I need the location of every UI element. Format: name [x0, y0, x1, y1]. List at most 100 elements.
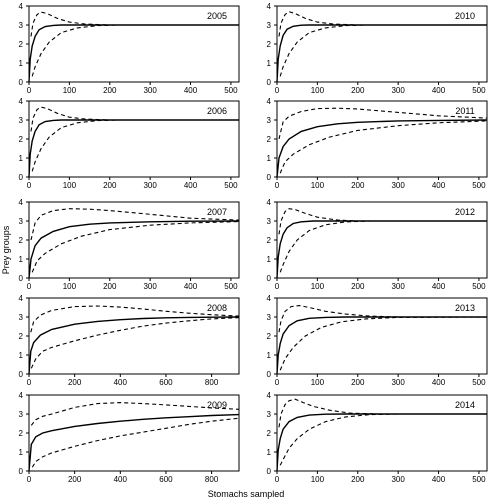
x-tick-label: 0 [275, 282, 280, 291]
y-tick-label: 0 [19, 467, 24, 476]
mean-line [276, 24, 487, 83]
lower-bound-line [31, 417, 240, 468]
y-tick-label: 4 [267, 97, 272, 106]
y-tick-label: 2 [19, 332, 24, 341]
panel-2013: 0 1 2 3 4 0 100 200 300 400 500 2013 [267, 294, 488, 387]
x-tick-label: 300 [143, 86, 157, 95]
x-tick-label: 500 [472, 378, 486, 387]
x-tick-label: 400 [432, 378, 446, 387]
x-tick-label: 400 [114, 378, 128, 387]
x-tick-label: 100 [63, 86, 77, 95]
mean-line [28, 413, 240, 472]
x-tick-label: 300 [391, 181, 405, 190]
y-tick-label: 2 [19, 135, 24, 144]
lower-bound-line [30, 317, 240, 369]
mean-line [276, 119, 488, 178]
y-tick-label: 2 [267, 135, 272, 144]
panel-year-label: 2011 [455, 106, 474, 116]
x-tick-label: 500 [224, 181, 238, 190]
x-tick-label: 500 [472, 282, 486, 291]
panel-year-label: 2010 [455, 11, 475, 21]
y-tick-label: 4 [19, 2, 24, 11]
y-tick-label: 4 [267, 391, 272, 400]
mean-line [28, 24, 239, 83]
y-axis-title: Prey groups [1, 225, 11, 274]
x-tick-label: 0 [27, 181, 32, 190]
x-tick-label: 300 [143, 181, 157, 190]
y-tick-label: 4 [19, 294, 24, 303]
y-tick-label: 4 [267, 198, 272, 207]
panel-2010: 0 1 2 3 4 0 100 200 300 400 500 2010 [267, 2, 488, 95]
y-tick-label: 1 [267, 448, 272, 457]
x-tick-label: 600 [159, 475, 173, 484]
y-tick-label: 4 [19, 97, 24, 106]
x-tick-label: 400 [432, 181, 446, 190]
lower-bound-line [279, 24, 487, 77]
x-tick-label: 100 [63, 181, 77, 190]
y-tick-label: 2 [267, 429, 272, 438]
y-tick-label: 3 [267, 21, 272, 30]
x-tick-label: 0 [275, 378, 280, 387]
panel-year-label: 2005 [207, 11, 227, 21]
mean-line [276, 220, 487, 279]
panel-year-label: 2012 [455, 207, 475, 217]
x-tick-label: 100 [63, 282, 77, 291]
panel-2007: 0 1 2 3 4 0 100 200 300 400 500 2007 [19, 198, 240, 291]
y-tick-label: 0 [19, 274, 24, 283]
y-tick-label: 3 [267, 116, 272, 125]
y-tick-label: 1 [267, 351, 272, 360]
y-tick-label: 4 [267, 2, 272, 11]
mean-line [276, 413, 487, 472]
x-tick-label: 400 [432, 475, 446, 484]
panel-year-label: 2009 [207, 400, 227, 410]
x-tick-label: 500 [472, 475, 486, 484]
y-tick-label: 1 [19, 448, 24, 457]
x-tick-label: 0 [27, 282, 32, 291]
y-tick-label: 0 [267, 78, 272, 87]
y-tick-label: 1 [19, 255, 24, 264]
panel-2006: 0 1 2 3 4 0 100 200 300 400 500 2006 [19, 97, 240, 190]
panel-year-label: 2007 [207, 207, 227, 217]
y-tick-label: 0 [267, 467, 272, 476]
x-tick-label: 300 [391, 475, 405, 484]
y-tick-label: 2 [19, 40, 24, 49]
x-tick-label: 400 [184, 86, 198, 95]
x-tick-label: 800 [205, 475, 219, 484]
x-tick-label: 100 [311, 181, 325, 190]
x-tick-label: 0 [27, 378, 32, 387]
x-tick-label: 200 [351, 86, 365, 95]
x-tick-label: 300 [391, 282, 405, 291]
y-tick-label: 4 [19, 391, 24, 400]
panel-2014: 0 1 2 3 4 0 100 200 300 400 500 2014 [267, 391, 488, 484]
y-tick-label: 1 [267, 154, 272, 163]
x-tick-label: 800 [205, 378, 219, 387]
x-tick-label: 200 [351, 282, 365, 291]
x-tick-label: 500 [224, 86, 238, 95]
lower-bound-line [279, 220, 487, 273]
x-tick-label: 100 [311, 475, 325, 484]
x-tick-label: 0 [27, 86, 32, 95]
y-tick-label: 4 [267, 294, 272, 303]
y-tick-label: 1 [19, 154, 24, 163]
x-tick-label: 500 [224, 282, 238, 291]
panel-2008: 0 1 2 3 4 0 200 400 600 800 2008 [19, 294, 240, 387]
lower-bound-line [279, 413, 487, 466]
x-tick-label: 600 [159, 378, 173, 387]
mean-line [28, 316, 240, 375]
lower-bound-line [31, 221, 240, 273]
y-tick-label: 3 [267, 313, 272, 322]
panel-year-label: 2006 [207, 106, 227, 116]
y-tick-label: 0 [19, 173, 24, 182]
x-tick-label: 200 [68, 475, 82, 484]
mean-line [28, 119, 239, 178]
x-tick-label: 200 [103, 181, 117, 190]
panel-2005: 0 1 2 3 4 0 100 200 300 400 500 2005 [19, 2, 240, 95]
x-axis-title: Stomachs sampled [208, 489, 285, 499]
x-tick-label: 200 [103, 282, 117, 291]
x-tick-label: 100 [311, 378, 325, 387]
upper-bound-line [30, 208, 240, 241]
y-tick-label: 0 [267, 274, 272, 283]
x-tick-label: 300 [143, 282, 157, 291]
